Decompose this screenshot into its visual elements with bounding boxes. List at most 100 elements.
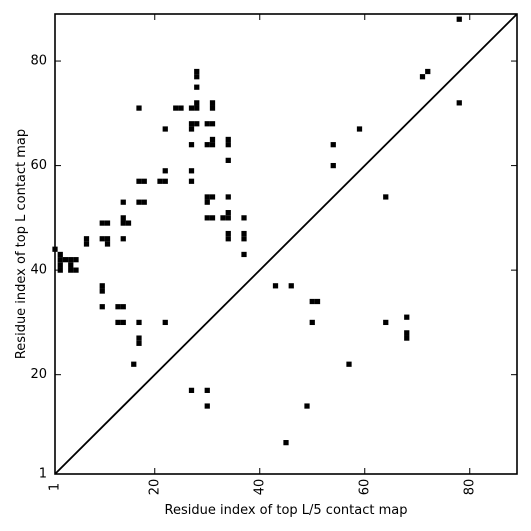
y-tick-label: 1	[39, 467, 47, 482]
contact-point	[136, 105, 142, 111]
contact-point	[209, 100, 216, 106]
contact-point	[194, 105, 200, 111]
contact-point	[115, 304, 121, 310]
contact-point	[330, 162, 336, 169]
contact-point	[225, 236, 231, 242]
contact-point	[204, 215, 210, 221]
contact-point	[188, 168, 195, 174]
contact-point	[204, 194, 210, 200]
contact-point	[178, 105, 184, 111]
contact-point	[157, 178, 163, 184]
diagonal-line	[54, 13, 518, 475]
contact-point	[209, 136, 216, 143]
contact-point	[304, 403, 310, 409]
contact-point	[209, 121, 216, 127]
contact-point	[209, 105, 216, 111]
contact-point	[209, 142, 216, 148]
contact-point	[188, 178, 195, 184]
contact-point	[162, 168, 168, 174]
contact-point	[225, 142, 231, 148]
contact-point	[120, 199, 126, 205]
contact-point	[225, 136, 231, 143]
contact-point	[188, 105, 195, 111]
contact-point	[188, 387, 195, 393]
contact-point	[383, 194, 389, 200]
contact-point	[68, 267, 74, 273]
contact-point	[241, 236, 247, 242]
contact-point	[188, 142, 195, 148]
contact-point	[225, 215, 231, 221]
contact-point	[136, 178, 142, 184]
contact-point	[99, 236, 105, 242]
contact-point	[209, 215, 216, 221]
x-axis-label: Residue index of top L/5 contact map	[165, 503, 408, 518]
contact-point	[73, 267, 79, 273]
contact-point	[404, 330, 410, 336]
contact-point	[57, 262, 63, 268]
contact-point	[241, 251, 247, 258]
contact-point	[309, 319, 315, 326]
contact-point	[99, 283, 105, 289]
contact-point	[73, 257, 79, 263]
contact-point	[425, 68, 431, 75]
y-tick-label: 40	[30, 263, 47, 278]
contact-point	[104, 220, 111, 226]
contact-point	[120, 319, 126, 326]
contact-point	[225, 194, 231, 200]
contact-point	[162, 178, 168, 184]
contact-point	[204, 121, 210, 127]
contact-point	[120, 215, 126, 221]
plot-frame	[54, 13, 518, 475]
contact-point	[162, 126, 168, 132]
x-tick-label: 20	[147, 479, 162, 496]
contact-point	[346, 361, 352, 367]
contact-point	[173, 105, 179, 111]
contact-point	[404, 335, 410, 341]
contact-point	[356, 126, 363, 132]
contact-point	[194, 100, 200, 106]
contact-point	[288, 283, 294, 289]
contact-point	[309, 298, 315, 305]
contact-point	[194, 84, 200, 90]
y-tick-label: 80	[30, 54, 47, 69]
contact-point	[188, 121, 195, 127]
contact-point	[383, 319, 389, 326]
contact-point	[209, 194, 216, 200]
contact-point	[204, 387, 210, 393]
x-tick-label: 1	[48, 483, 63, 491]
contact-point	[141, 199, 147, 205]
chart-ticks: 1 20 40 60 80 1 20 40 60 80	[30, 14, 517, 495]
contact-point	[225, 157, 231, 163]
contact-point	[404, 314, 410, 320]
contact-point	[162, 319, 168, 326]
y-axis-label: Residue index of top L contact map	[14, 129, 29, 359]
contact-point	[241, 230, 247, 237]
contact-point	[136, 340, 142, 346]
contact-point	[57, 257, 63, 263]
x-tick-label: 80	[462, 479, 477, 496]
contact-point	[194, 121, 200, 127]
contact-point	[204, 142, 210, 148]
contact-point	[419, 74, 426, 80]
contact-point	[204, 403, 210, 409]
x-tick-label: 40	[252, 479, 267, 496]
contact-point	[68, 257, 74, 263]
y-tick-label: 20	[30, 367, 47, 382]
x-tick-label: 60	[357, 479, 372, 496]
contact-point	[225, 210, 231, 216]
contact-point	[188, 126, 195, 132]
contact-point	[120, 304, 126, 310]
y-tick-label: 60	[30, 158, 47, 173]
contact-point	[241, 215, 247, 221]
contact-point	[120, 220, 126, 226]
contact-point	[272, 283, 279, 289]
contact-point	[136, 335, 142, 341]
chart-marks	[52, 13, 518, 475]
contact-point	[136, 199, 142, 205]
contact-point	[220, 215, 226, 221]
contact-point	[68, 262, 74, 268]
contact-point	[204, 199, 210, 205]
contact-point	[120, 236, 126, 242]
